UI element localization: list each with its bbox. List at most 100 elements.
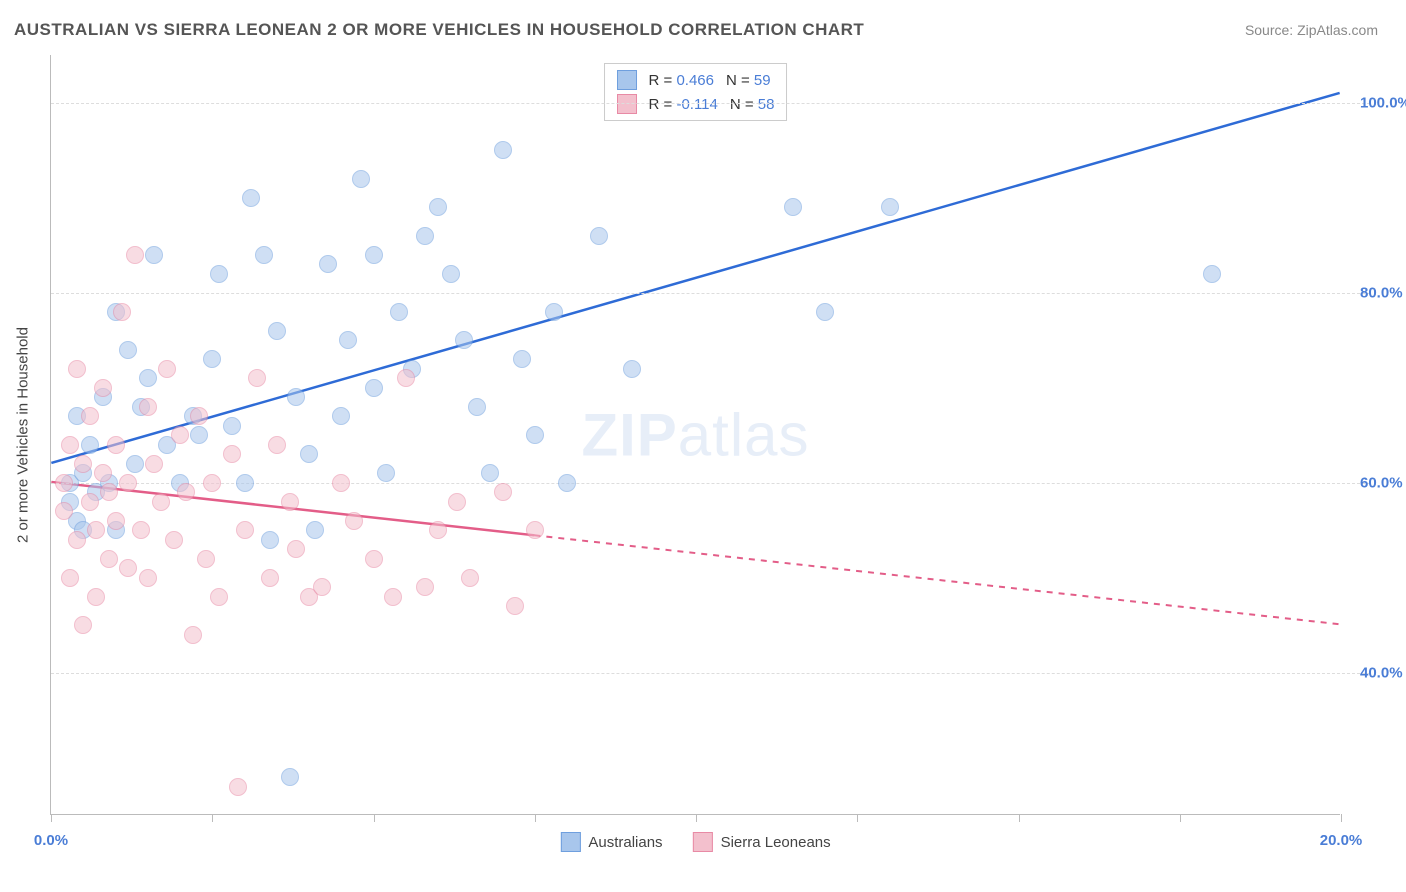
legend-correlation: R = 0.466 N = 59 R = -0.114 N = 58 [604, 63, 788, 121]
data-point [390, 303, 408, 321]
data-point [339, 331, 357, 349]
data-point [397, 369, 415, 387]
data-point [236, 474, 254, 492]
data-point [132, 521, 150, 539]
data-point [268, 322, 286, 340]
data-point [365, 550, 383, 568]
data-point [784, 198, 802, 216]
data-point [365, 379, 383, 397]
legend-item-australians: Australians [560, 832, 662, 852]
data-point [210, 265, 228, 283]
data-point [119, 474, 137, 492]
y-axis-label: 2 or more Vehicles in Household [15, 327, 32, 543]
data-point [481, 464, 499, 482]
data-point [139, 398, 157, 416]
data-point [68, 360, 86, 378]
x-tick [212, 814, 213, 822]
data-point [152, 493, 170, 511]
data-point [107, 436, 125, 454]
data-point [377, 464, 395, 482]
data-point [190, 426, 208, 444]
legend-label-sierraleoneans: Sierra Leoneans [721, 834, 831, 851]
data-point [461, 569, 479, 587]
y-tick-label: 60.0% [1360, 474, 1406, 491]
data-point [429, 521, 447, 539]
data-point [74, 455, 92, 473]
data-point [300, 445, 318, 463]
legend-row-sierraleoneans: R = -0.114 N = 58 [617, 92, 775, 116]
data-point [229, 778, 247, 796]
data-point [306, 521, 324, 539]
data-point [81, 436, 99, 454]
x-tick [1180, 814, 1181, 822]
legend-r-sierraleoneans: R = -0.114 [649, 96, 718, 113]
data-point [455, 331, 473, 349]
data-point [107, 512, 125, 530]
data-point [126, 246, 144, 264]
data-point [61, 436, 79, 454]
data-point [55, 502, 73, 520]
legend-series: Australians Sierra Leoneans [560, 832, 830, 852]
data-point [255, 246, 273, 264]
chart-title: AUSTRALIAN VS SIERRA LEONEAN 2 OR MORE V… [14, 20, 864, 40]
data-point [352, 170, 370, 188]
data-point [416, 227, 434, 245]
data-point [332, 474, 350, 492]
data-point [287, 388, 305, 406]
data-point [197, 550, 215, 568]
data-point [100, 483, 118, 501]
data-point [61, 569, 79, 587]
data-point [494, 141, 512, 159]
data-point [526, 521, 544, 539]
data-point [281, 493, 299, 511]
trendline-dashed [534, 535, 1339, 624]
data-point [126, 455, 144, 473]
data-point [494, 483, 512, 501]
data-point [365, 246, 383, 264]
legend-r-australians: R = 0.466 [649, 72, 714, 89]
data-point [165, 531, 183, 549]
data-point [119, 341, 137, 359]
data-point [139, 369, 157, 387]
data-point [513, 350, 531, 368]
data-point [100, 550, 118, 568]
swatch-sierraleoneans-bottom [693, 832, 713, 852]
legend-n-sierraleoneans: N = 58 [730, 96, 775, 113]
x-tick [696, 814, 697, 822]
y-tick-label: 100.0% [1360, 94, 1406, 111]
data-point [281, 768, 299, 786]
data-point [313, 578, 331, 596]
data-point [145, 455, 163, 473]
data-point [119, 559, 137, 577]
data-point [81, 493, 99, 511]
data-point [442, 265, 460, 283]
data-point [158, 360, 176, 378]
data-point [236, 521, 254, 539]
data-point [94, 379, 112, 397]
data-point [558, 474, 576, 492]
data-point [416, 578, 434, 596]
data-point [113, 303, 131, 321]
data-point [545, 303, 563, 321]
data-point [248, 369, 266, 387]
data-point [881, 198, 899, 216]
plot-area: ZIPatlas 2 or more Vehicles in Household… [50, 55, 1340, 815]
x-tick [535, 814, 536, 822]
data-point [184, 626, 202, 644]
swatch-australians-bottom [560, 832, 580, 852]
data-point [145, 246, 163, 264]
legend-n-australians: N = 59 [726, 72, 771, 89]
data-point [287, 540, 305, 558]
gridline-h [51, 293, 1370, 294]
trendlines-layer [51, 55, 1340, 814]
data-point [429, 198, 447, 216]
data-point [1203, 265, 1221, 283]
x-tick-label: 20.0% [1320, 832, 1363, 849]
legend-label-australians: Australians [588, 834, 662, 851]
gridline-h [51, 103, 1370, 104]
data-point [261, 569, 279, 587]
x-tick [1341, 814, 1342, 822]
y-tick-label: 40.0% [1360, 664, 1406, 681]
data-point [223, 417, 241, 435]
data-point [87, 521, 105, 539]
